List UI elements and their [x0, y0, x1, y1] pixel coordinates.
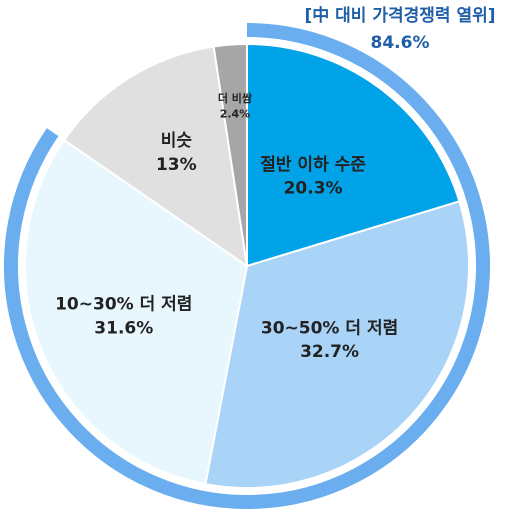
pie-slice [62, 45, 249, 269]
pie-slice [24, 138, 249, 486]
highlight-ring [4, 23, 490, 509]
pie-slice [246, 42, 461, 268]
annotation-value: 84.6% [371, 33, 430, 53]
value-label: 13% [156, 155, 197, 175]
slice-label: 10~30% 더 저렴 [55, 294, 192, 315]
pie-slice [204, 200, 470, 489]
slice-label: 절반 이하 수준 [260, 154, 366, 175]
value-label: 20.3% [284, 179, 343, 199]
value-label: 2.4% [220, 107, 251, 120]
value-label: 32.7% [300, 342, 359, 362]
annotation-text: [中 대비 가격경쟁력 열위] [304, 5, 495, 26]
pie-slice [212, 42, 248, 267]
slice-label: 더 비쌈 [218, 91, 252, 105]
slice-label: 비슷 [161, 131, 193, 151]
slice-label: 30~50% 더 저렴 [261, 317, 398, 338]
value-label: 31.6% [94, 318, 153, 338]
